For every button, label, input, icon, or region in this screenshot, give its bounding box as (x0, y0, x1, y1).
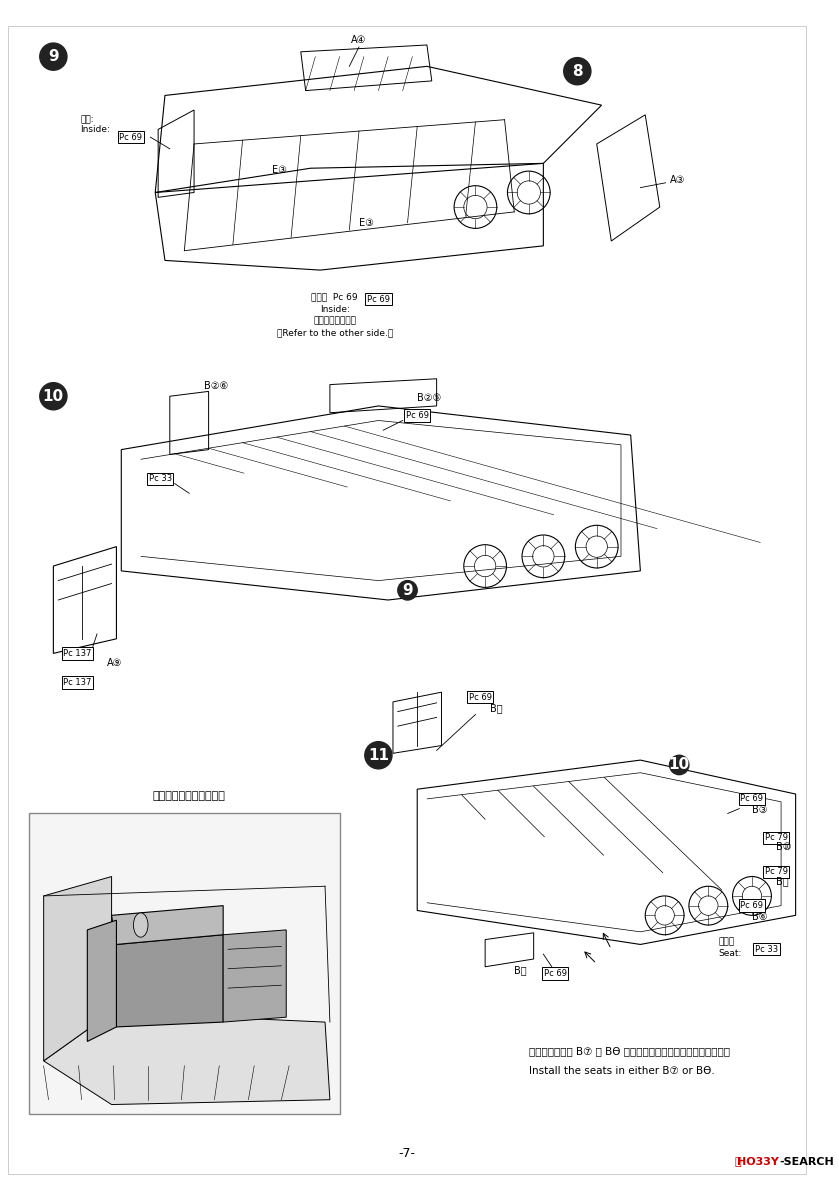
Text: A③: A③ (670, 175, 685, 185)
Text: 9: 9 (48, 49, 59, 64)
Polygon shape (44, 1013, 330, 1104)
Text: B⑩: B⑩ (776, 842, 792, 852)
Text: E③: E③ (272, 166, 287, 175)
Text: Pc 33: Pc 33 (149, 474, 172, 484)
Text: E③: E③ (359, 218, 374, 228)
Polygon shape (87, 920, 117, 1042)
Text: A⑨: A⑨ (107, 658, 122, 668)
Text: Pc 69: Pc 69 (367, 295, 390, 304)
Text: 内側：  Pc 69: 内側： Pc 69 (311, 293, 358, 301)
Circle shape (398, 581, 417, 600)
Text: Pc 33: Pc 33 (755, 944, 778, 954)
Text: 10: 10 (669, 757, 690, 773)
Text: Pc 69: Pc 69 (469, 692, 492, 702)
Text: 8: 8 (572, 64, 582, 79)
Ellipse shape (133, 913, 148, 937)
Text: B⑪: B⑪ (776, 876, 789, 887)
Text: 座面：: 座面： (718, 937, 734, 947)
Text: -SEARCH: -SEARCH (779, 1157, 834, 1166)
Text: Pc 69: Pc 69 (741, 794, 763, 804)
Text: Pc 69: Pc 69 (119, 133, 143, 142)
Text: A④: A④ (352, 35, 367, 44)
Circle shape (365, 742, 392, 769)
Text: Pc 79: Pc 79 (764, 868, 788, 876)
Text: Pc 69: Pc 69 (544, 970, 566, 978)
Polygon shape (117, 935, 223, 1027)
Text: B②⑥: B②⑥ (204, 382, 228, 391)
Text: 11: 11 (368, 748, 389, 763)
Text: HO33Y: HO33Y (737, 1157, 779, 1166)
Text: Install the seats in either B⑦ or BѲ.: Install the seats in either B⑦ or BѲ. (529, 1066, 715, 1075)
Text: B⑱: B⑱ (490, 703, 503, 714)
Text: Pc 69: Pc 69 (741, 901, 763, 910)
Text: （反対側を参照）: （反対側を参照） (313, 317, 357, 325)
Polygon shape (44, 876, 112, 1061)
Text: -7-: -7- (398, 1146, 415, 1159)
Text: Inside:: Inside: (320, 305, 350, 314)
Text: 10: 10 (43, 389, 64, 403)
Text: Pc 69: Pc 69 (406, 412, 429, 420)
Bar (29, 814, 340, 1115)
Text: Seat:: Seat: (718, 949, 742, 958)
Text: Pc 137: Pc 137 (64, 649, 91, 658)
Text: B⑳: B⑳ (514, 966, 527, 976)
Circle shape (39, 383, 67, 410)
Polygon shape (223, 930, 286, 1022)
Text: ⬛: ⬛ (734, 1157, 745, 1166)
Circle shape (564, 58, 591, 85)
Text: Inside:: Inside: (81, 125, 111, 134)
Text: （Refer to the other side.）: （Refer to the other side.） (277, 328, 393, 337)
Text: 9: 9 (402, 583, 413, 598)
Text: B②⑤: B②⑤ (417, 394, 441, 403)
Text: B③: B③ (752, 805, 768, 816)
Text: 車長用シートは B⑦ か BѲ のどちらかを選択して取り付けます。: 車長用シートは B⑦ か BѲ のどちらかを選択して取り付けます。 (529, 1046, 730, 1056)
Polygon shape (112, 906, 223, 944)
Circle shape (670, 755, 689, 775)
Text: Pc 137: Pc 137 (64, 678, 91, 686)
Text: 内側:: 内側: (81, 115, 94, 125)
Circle shape (39, 43, 67, 71)
Text: 内装部品の取り付け位置: 内装部品の取り付け位置 (153, 791, 226, 800)
Text: Pc 79: Pc 79 (764, 833, 788, 842)
Text: B⑥: B⑥ (752, 912, 768, 922)
